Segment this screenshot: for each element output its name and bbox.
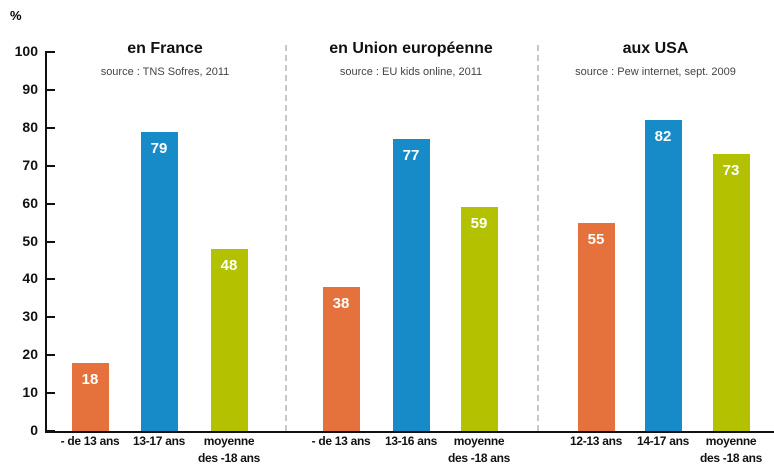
y-tick-label: 20 — [22, 346, 38, 363]
group-title: en France — [127, 40, 203, 57]
bar — [577, 222, 615, 431]
group-title: aux USA — [622, 40, 689, 57]
x-tick-label: 14-17 ans — [636, 434, 689, 448]
tick-mark — [45, 278, 55, 281]
x-tick-label: 13-17 ans — [132, 434, 185, 448]
bar — [140, 131, 178, 431]
y-tick-label: 70 — [22, 156, 38, 173]
y-tick-label: 90 — [22, 80, 38, 97]
value-label: 73 — [722, 162, 740, 180]
bar — [71, 362, 109, 431]
bar — [392, 139, 430, 431]
y-axis-label: % — [10, 8, 22, 23]
tick-mark — [45, 164, 55, 167]
x-tick-label: - de 13 ans — [60, 434, 120, 448]
x-tick-label: 13-16 ans — [384, 434, 437, 448]
tick-mark — [45, 240, 55, 243]
tick-mark — [45, 88, 55, 91]
bar — [644, 120, 682, 431]
x-axis — [45, 431, 774, 433]
tick-mark — [45, 51, 55, 53]
value-label: 38 — [332, 294, 350, 312]
value-label: 82 — [654, 128, 672, 146]
bar — [322, 286, 360, 431]
tick-mark — [45, 354, 55, 357]
x-tick-label: 12-13 ans — [569, 434, 622, 448]
y-tick-label: 100 — [14, 43, 38, 59]
group-title: en Union européenne — [329, 40, 493, 57]
tick-mark — [45, 126, 55, 129]
bar — [460, 207, 498, 431]
y-tick-label: 10 — [22, 384, 38, 401]
value-label: 48 — [220, 257, 238, 275]
y-tick-label: 30 — [22, 308, 38, 325]
separator — [537, 45, 539, 431]
group-subtitle: source : EU kids online, 2011 — [339, 66, 483, 78]
y-tick-label: 40 — [22, 270, 38, 287]
x-tick-label: - de 13 ans — [311, 434, 371, 448]
x-tick-label: moyenne des -18 ans — [197, 434, 261, 465]
x-tick-label: moyenne des -18 ans — [699, 434, 763, 465]
y-tick-label: 50 — [22, 232, 38, 249]
y-tick-label: 80 — [22, 118, 38, 135]
y-tick-label: 60 — [22, 194, 38, 211]
tick-mark — [45, 202, 55, 205]
value-label: 77 — [402, 147, 420, 165]
y-tick-label: 0 — [30, 422, 38, 438]
tick-mark — [45, 392, 55, 395]
bar — [712, 154, 750, 431]
value-label: 59 — [470, 215, 488, 233]
x-tick-label: moyenne des -18 ans — [447, 434, 511, 465]
group-subtitle: source : Pew internet, sept. 2009 — [575, 66, 736, 78]
value-label: 55 — [587, 230, 605, 248]
tick-mark — [45, 430, 55, 432]
separator — [285, 45, 287, 431]
tick-mark — [45, 316, 55, 319]
bar — [210, 249, 248, 431]
value-label: 79 — [150, 139, 168, 157]
group-subtitle: source : TNS Sofres, 2011 — [100, 66, 230, 78]
value-label: 18 — [81, 370, 99, 388]
